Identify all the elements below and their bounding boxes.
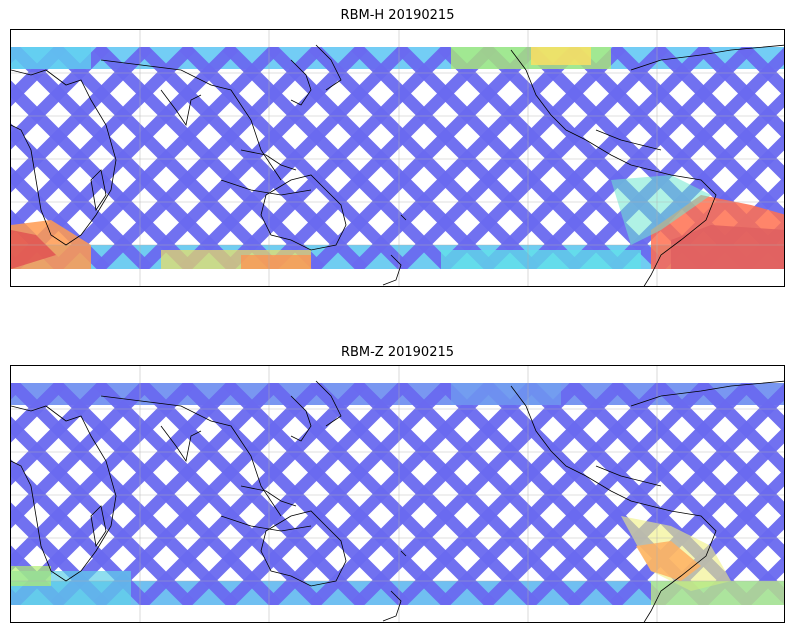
- coastline: [11, 69, 117, 246]
- coastline: [510, 385, 717, 622]
- swath-track: [738, 383, 784, 433]
- swath-track: [695, 383, 784, 476]
- swath-track: [738, 555, 784, 605]
- hotspot: [241, 255, 311, 269]
- coastline: [595, 129, 662, 151]
- coastline: [160, 89, 202, 127]
- swath-track: [50, 47, 282, 269]
- swath-track: [179, 383, 411, 605]
- swath-track: [179, 47, 411, 269]
- coastline: [240, 149, 297, 171]
- coastline: [90, 169, 107, 212]
- coastline: [100, 59, 282, 181]
- swath-track: [480, 383, 712, 605]
- hotspot: [441, 250, 641, 269]
- swath-track: [437, 383, 669, 605]
- coastline: [90, 505, 107, 548]
- hotspot: [611, 175, 711, 245]
- swath-track: [93, 383, 325, 605]
- coastline: [315, 44, 342, 91]
- hotspot: [11, 47, 91, 69]
- swath-track: [11, 383, 67, 443]
- hotspot: [11, 230, 56, 269]
- coastline: [11, 405, 117, 582]
- coastline: [630, 380, 784, 407]
- hotspot: [671, 225, 784, 269]
- swath-track: [394, 383, 626, 605]
- gridlines: [11, 366, 784, 622]
- swath-track: [50, 383, 282, 605]
- coastline: [160, 425, 202, 463]
- swath-track: [265, 47, 497, 269]
- coastline: [400, 214, 407, 221]
- coastline: [315, 380, 342, 427]
- swath-map: [11, 30, 784, 286]
- coastline: [595, 465, 662, 487]
- swath-track: [265, 383, 497, 605]
- swath-track: [523, 383, 755, 605]
- swath-track: [437, 47, 669, 269]
- map-area: [10, 365, 785, 623]
- coastline: [510, 49, 717, 286]
- coastline: [220, 515, 312, 532]
- swath-track: [566, 383, 784, 605]
- coastline: [382, 590, 402, 622]
- hotspot: [531, 47, 591, 65]
- coastline: [100, 395, 282, 517]
- coastlines: [11, 380, 784, 622]
- swath-track: [136, 383, 368, 605]
- swath-track: [11, 47, 67, 107]
- coastline: [260, 174, 347, 251]
- swath-track: [222, 383, 454, 605]
- swath-track: [308, 383, 540, 605]
- swath-track: [93, 47, 325, 269]
- gridlines: [11, 30, 784, 286]
- swath-track: [11, 383, 196, 572]
- swath-track: [11, 47, 153, 193]
- coastline: [290, 59, 312, 106]
- swath-track: [394, 47, 626, 269]
- swath-track: [523, 47, 755, 269]
- swath-track: [222, 47, 454, 269]
- coastline: [260, 510, 347, 587]
- map-area: [10, 29, 785, 287]
- swath-track: [11, 383, 153, 529]
- coastline: [630, 44, 784, 71]
- swath-track: [566, 47, 784, 269]
- swath-layer: [11, 383, 784, 605]
- swath-track: [695, 47, 784, 140]
- swath-track: [738, 47, 784, 97]
- swath-track: [308, 47, 540, 269]
- hotspot: [11, 566, 51, 586]
- hotspot: [636, 541, 701, 581]
- coastline: [290, 395, 312, 442]
- swath-map: [11, 366, 784, 622]
- panel-title: RBM-Z 20190215: [340, 345, 455, 360]
- swath-track: [695, 512, 784, 605]
- coastlines: [11, 44, 784, 286]
- coastline: [382, 254, 402, 286]
- swath-track: [11, 502, 110, 605]
- coastline: [400, 550, 407, 557]
- swath-track: [351, 383, 583, 605]
- panel-title: RBM-H 20190215: [340, 8, 455, 23]
- swath-track: [136, 47, 368, 269]
- swath-track: [11, 47, 196, 236]
- swath-layer: [11, 47, 784, 269]
- swath-track: [480, 47, 712, 269]
- swath-track: [351, 47, 583, 269]
- hotspot: [651, 581, 784, 605]
- hotspot: [451, 383, 561, 405]
- coastline: [240, 485, 297, 507]
- coastline: [220, 179, 312, 196]
